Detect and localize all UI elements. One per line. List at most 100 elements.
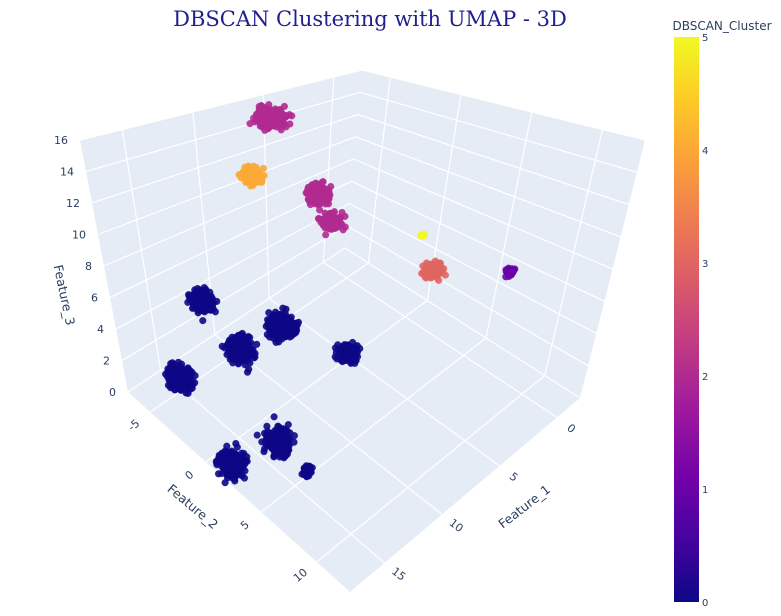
data-points (161, 100, 519, 487)
data-point (341, 355, 349, 364)
data-point (226, 471, 234, 479)
wall-grid-z (103, 158, 613, 270)
data-point (242, 456, 250, 464)
data-point (253, 431, 261, 439)
data-point (208, 299, 216, 307)
colorbar-title: DBSCAN_Cluster (672, 19, 771, 33)
data-point (279, 304, 287, 312)
colorbar: DBSCAN_Cluster 0 1 2 3 4 5 (672, 19, 771, 609)
data-point (327, 182, 335, 191)
wall-grid-z (79, 69, 646, 141)
floor-grid-x (160, 369, 385, 564)
data-point (238, 461, 246, 470)
colorbar-tick-label: 2 (702, 372, 708, 383)
z-tick-label: 16 (54, 134, 68, 147)
data-point (221, 479, 229, 487)
data-point (322, 231, 330, 239)
data-point (291, 323, 300, 332)
y-tick-label: 5 (238, 518, 252, 532)
data-point (328, 213, 336, 222)
z-tick-label: 0 (109, 386, 116, 399)
data-point (434, 271, 442, 279)
tick-labels: 0 5 10 15 -5 0 5 10 0 2 4 6 8 10 12 14 16 (54, 134, 578, 585)
data-point (168, 374, 176, 382)
wall-grid-z (127, 247, 581, 399)
data-point (282, 427, 291, 435)
colorbar-tick-label: 1 (702, 485, 708, 496)
data-point (218, 342, 226, 350)
z-tick-label: 14 (60, 166, 74, 179)
data-point (226, 355, 234, 363)
data-point (233, 443, 241, 451)
y-axis-label: Feature_2 (165, 481, 222, 532)
wall-grid-z (109, 180, 605, 302)
data-point (331, 220, 339, 228)
data-point (245, 174, 253, 183)
z-tick-label: 10 (72, 229, 86, 242)
colorbar-gradient (674, 37, 699, 602)
data-point (178, 370, 186, 379)
data-point (246, 167, 254, 175)
wall-grid-z (85, 91, 638, 173)
x-tick-label: 5 (507, 470, 521, 485)
floor-grid-x (322, 261, 558, 418)
data-point (243, 368, 252, 376)
data-point (215, 451, 223, 459)
z-tick-label: 8 (85, 260, 92, 273)
data-point (196, 305, 205, 314)
data-point (346, 347, 354, 356)
x-axis-label: Feature_1 (495, 482, 553, 532)
data-point (239, 355, 247, 363)
z-tick-label: 12 (66, 197, 80, 210)
data-point (275, 338, 283, 346)
data-point (231, 477, 239, 485)
data-point (279, 441, 288, 449)
z-tick-label: 6 (91, 292, 98, 305)
data-point (507, 271, 516, 279)
wall-grid-z (97, 136, 621, 238)
data-point (315, 206, 324, 214)
data-point (260, 118, 269, 127)
z-tick-label: 4 (97, 323, 104, 336)
x-tick-label: 0 (564, 421, 578, 436)
data-point (326, 225, 334, 233)
data-point (306, 200, 315, 209)
data-point (172, 383, 180, 392)
data-point (280, 102, 289, 111)
data-point (161, 370, 170, 378)
y-tick-label: 10 (291, 566, 310, 585)
colorbar-tick-label: 5 (702, 33, 708, 44)
data-point (271, 441, 280, 449)
data-point (233, 345, 241, 354)
data-point (318, 192, 326, 201)
y-tick-label: -5 (126, 417, 143, 434)
floor-grid-x (268, 297, 500, 467)
data-point (266, 320, 275, 328)
wall-grid-z (91, 113, 629, 206)
chart-title: DBSCAN Clustering with UMAP - 3D (173, 7, 567, 31)
data-point (270, 413, 278, 421)
data-point (271, 326, 279, 334)
data-point (277, 452, 286, 460)
data-point (212, 459, 221, 467)
colorbar-tick-label: 0 (702, 598, 708, 609)
left-wall-pane (80, 70, 362, 392)
colorbar-tick-label: 4 (702, 146, 708, 157)
right-wall-pane (345, 70, 645, 398)
colorbar-tick-label: 3 (702, 259, 708, 270)
data-point (253, 114, 261, 123)
data-point (207, 306, 215, 314)
data-point (274, 119, 283, 127)
data-point (246, 182, 255, 190)
floor-grid-y (205, 300, 428, 463)
data-point (199, 316, 207, 325)
floor-grid-y (316, 375, 546, 563)
y-tick-label: 0 (183, 468, 197, 482)
data-point (417, 232, 425, 241)
data-point (170, 360, 178, 368)
data-point (338, 220, 346, 229)
data-point (288, 112, 296, 120)
z-axis-label: Feature_3 (51, 263, 78, 326)
data-point (302, 472, 310, 480)
